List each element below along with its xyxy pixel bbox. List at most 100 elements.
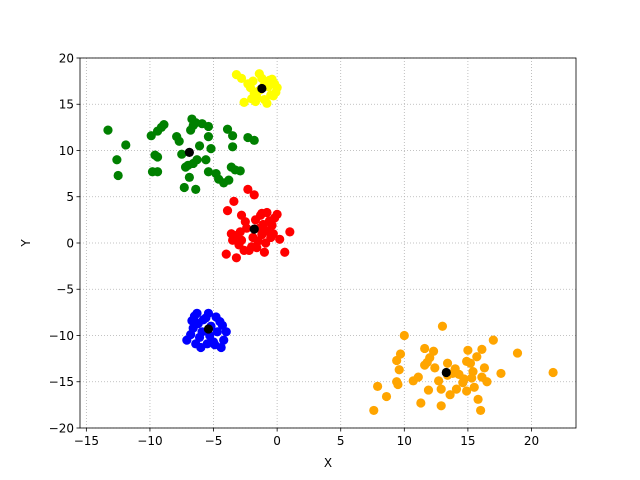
- y-axis-ticks: −20 −15 −10 −5 0 5 10 15 20: [49, 51, 80, 435]
- scatter-point: [206, 144, 216, 154]
- scatter-point: [103, 125, 113, 135]
- data-points: [103, 69, 558, 416]
- scatter-point: [280, 247, 290, 257]
- scatter-point: [442, 358, 453, 368]
- x-tick-label: −10: [137, 434, 162, 448]
- scatter-point: [434, 376, 444, 386]
- x-axis-label: X: [324, 456, 332, 470]
- scatter-point: [420, 343, 430, 354]
- x-axis-ticks: −15 −10 −5 0 5 10 15 20: [74, 428, 539, 448]
- scatter-point: [221, 327, 231, 337]
- scatter-point: [231, 253, 242, 263]
- scatter-point: [121, 140, 131, 150]
- y-tick-label: 10: [59, 144, 74, 158]
- scatter-point: [394, 365, 404, 375]
- scatter-point: [392, 355, 402, 366]
- scatter-point: [472, 352, 482, 362]
- scatter-point: [244, 245, 254, 255]
- scatter-point: [174, 136, 184, 146]
- scatter-point: [477, 344, 487, 354]
- x-tick-label: 15: [460, 434, 475, 448]
- scatter-point: [222, 124, 233, 134]
- scatter-point: [266, 232, 276, 243]
- y-tick-label: 5: [66, 190, 74, 204]
- scatter-point: [248, 232, 258, 243]
- scatter-point: [257, 73, 267, 83]
- scatter-point: [416, 398, 426, 408]
- scatter-point: [156, 122, 166, 132]
- scatter-point: [437, 321, 448, 331]
- scatter-point: [262, 98, 272, 108]
- scatter-point: [177, 149, 187, 159]
- y-axis-label: Y: [19, 239, 33, 248]
- scatter-point: [496, 368, 506, 379]
- scatter-point: [215, 317, 225, 327]
- scatter-point: [212, 327, 222, 337]
- scatter-point: [369, 405, 379, 416]
- scatter-point: [112, 155, 122, 165]
- scatter-point: [548, 367, 558, 378]
- scatter-point: [413, 372, 423, 382]
- scatter-point: [222, 206, 233, 216]
- scatter-point: [203, 167, 214, 177]
- scatter-point: [226, 229, 236, 239]
- y-tick-label: −15: [49, 375, 74, 389]
- scatter-point: [228, 142, 238, 152]
- cluster-center-point: [441, 367, 451, 378]
- scatter-point: [482, 377, 492, 387]
- scatter-point: [201, 313, 211, 323]
- scatter-point: [219, 335, 229, 345]
- scatter-point: [488, 335, 498, 345]
- scatter-point: [451, 384, 462, 394]
- y-tick-label: −10: [49, 329, 74, 343]
- scatter-point: [459, 374, 469, 384]
- scatter-point: [248, 76, 258, 86]
- scatter-point: [236, 73, 247, 83]
- scatter-point: [393, 379, 403, 390]
- scatter-point: [469, 382, 479, 392]
- scatter-point: [267, 74, 277, 84]
- x-tick-label: 20: [524, 434, 539, 448]
- x-tick-label: 0: [273, 434, 281, 448]
- scatter-point: [194, 332, 205, 342]
- x-tick-label: 10: [397, 434, 412, 448]
- scatter-point: [275, 234, 285, 244]
- scatter-point: [235, 166, 245, 176]
- cluster-center-point: [257, 83, 267, 94]
- scatter-point: [146, 131, 156, 141]
- cluster-center-point: [203, 324, 214, 334]
- scatter-point: [194, 141, 205, 151]
- cluster-centers: [184, 83, 451, 378]
- x-tick-label: −15: [74, 434, 99, 448]
- scatter-point: [152, 152, 163, 162]
- y-tick-label: 20: [59, 51, 74, 65]
- scatter-point: [271, 87, 281, 97]
- scatter-point: [512, 348, 523, 358]
- y-tick-label: −5: [56, 283, 74, 297]
- scatter-point: [285, 227, 295, 237]
- x-tick-label: −5: [205, 434, 223, 448]
- y-tick-label: 15: [59, 98, 74, 112]
- scatter-point: [269, 213, 280, 223]
- scatter-point: [257, 208, 267, 218]
- scatter-point: [242, 223, 252, 233]
- scatter-point: [249, 190, 259, 200]
- scatter-point: [381, 391, 392, 402]
- scatter-point: [249, 135, 259, 145]
- scatter-point: [247, 94, 257, 104]
- scatter-point: [179, 182, 189, 193]
- scatter-point: [184, 172, 194, 182]
- scatter-point: [436, 401, 446, 411]
- scatter-point: [479, 363, 490, 373]
- scatter-point: [462, 356, 472, 366]
- scatter-point: [259, 247, 270, 257]
- scatter-point: [425, 353, 435, 363]
- scatter-point: [191, 184, 201, 194]
- scatter-point: [203, 132, 214, 142]
- scatter-point: [445, 390, 455, 400]
- scatter-point: [234, 240, 244, 250]
- scatter-point: [252, 243, 262, 253]
